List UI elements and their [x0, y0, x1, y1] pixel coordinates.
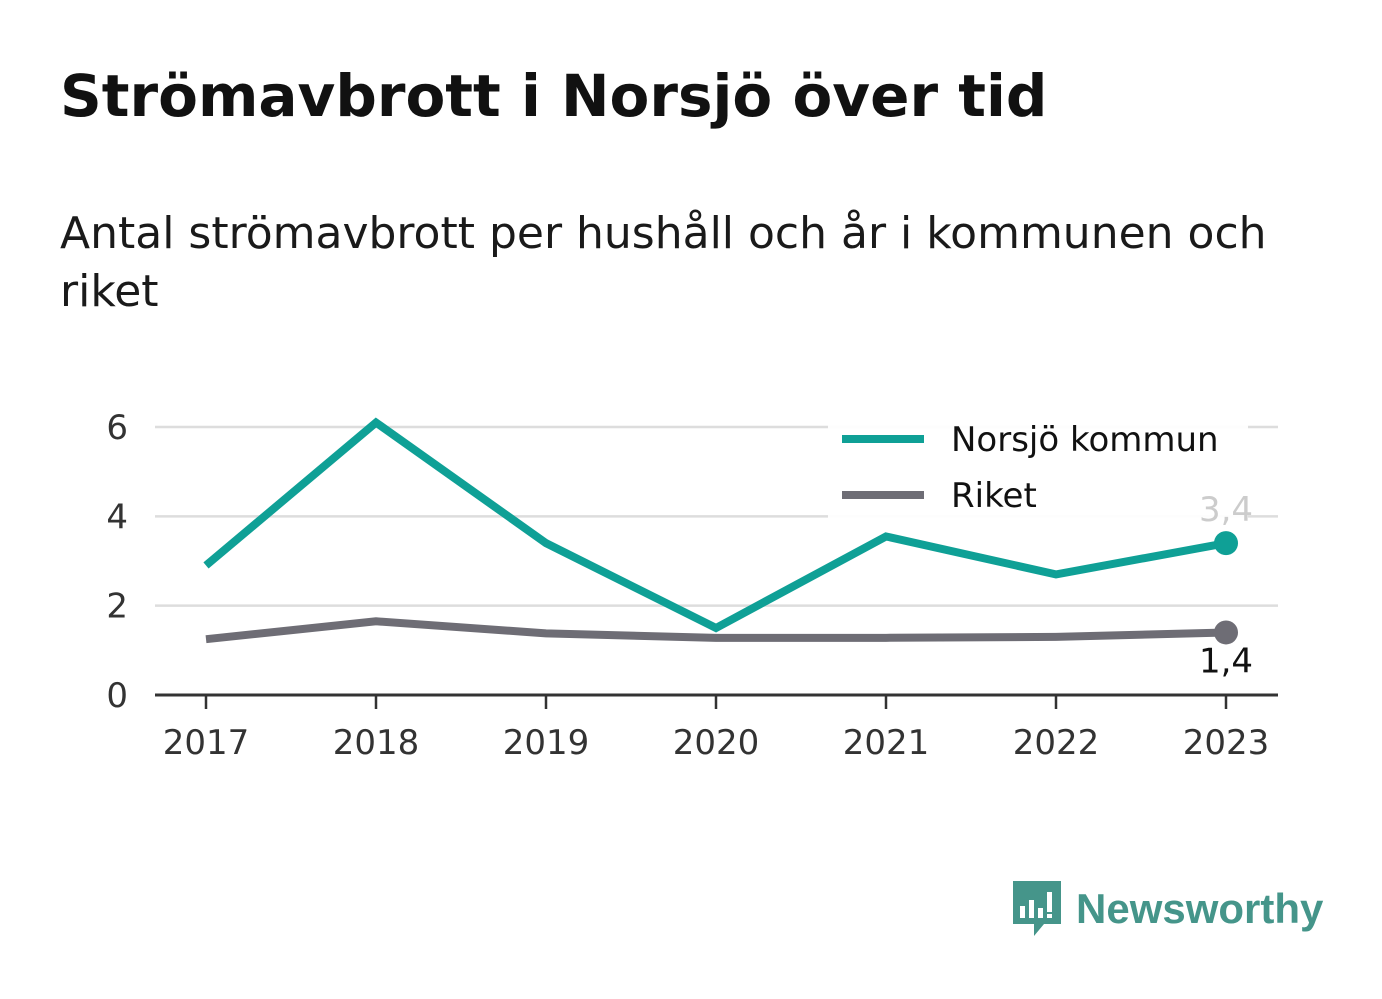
series-end-point [1214, 531, 1238, 556]
x-tick-label: 2017 [163, 723, 250, 763]
y-tick-label: 2 [106, 587, 128, 627]
x-tick-label: 2019 [503, 723, 590, 763]
legend-label: Riket [951, 476, 1037, 516]
legend: Norsjö kommun Riket [828, 410, 1248, 518]
x-tick-label: 2023 [1183, 723, 1270, 763]
x-tick-label: 2021 [843, 723, 930, 763]
end-label-norsjo: 3,4 [1199, 490, 1253, 530]
x-axis: 2017 2018 2019 2020 2021 2022 2023 [155, 693, 1278, 763]
series-line [205, 617, 1227, 644]
brand-name: Newsworthy [1076, 885, 1324, 932]
end-labels: 3,4 1,4 [1199, 490, 1253, 681]
x-tick-label: 2022 [1013, 723, 1100, 763]
brand-logo: Newsworthy [1010, 878, 1323, 940]
series-line [203, 417, 1227, 633]
x-tick-label: 2020 [673, 723, 760, 763]
y-tick-label: 6 [106, 408, 128, 448]
legend-label: Norsjö kommun [951, 420, 1219, 460]
bar-chart-speech-bubble-icon [1013, 881, 1061, 936]
y-tick-label: 0 [106, 676, 128, 716]
chart-title: Strömavbrott i Norsjö över tid [60, 62, 1048, 130]
series-lines [203, 417, 1238, 645]
x-tick-label: 2018 [333, 723, 420, 763]
series-end-point [1214, 620, 1238, 645]
end-label-riket: 1,4 [1199, 641, 1253, 681]
y-axis: 0 2 4 6 [106, 408, 128, 716]
legend-background [828, 410, 1248, 518]
chart-subtitle: Antal strömavbrott per hushåll och år i … [60, 208, 1267, 317]
y-tick-label: 4 [106, 497, 128, 537]
